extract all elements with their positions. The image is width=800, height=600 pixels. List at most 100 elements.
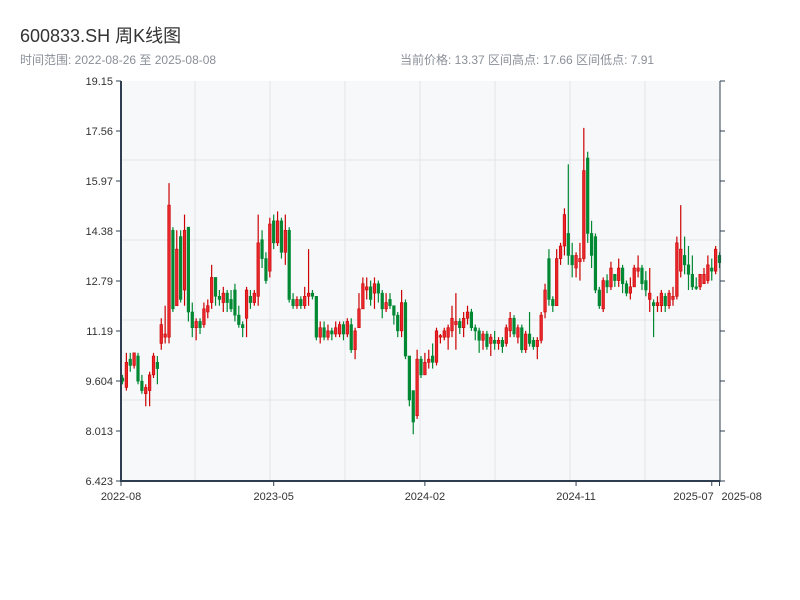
candle-up <box>574 255 578 269</box>
candle-down <box>710 267 714 272</box>
candle-up <box>337 324 342 335</box>
candle-up <box>714 248 718 272</box>
candle-up <box>167 204 171 338</box>
candle-up <box>353 330 357 351</box>
candle-down <box>520 327 524 351</box>
candle-up <box>555 258 559 307</box>
candle-down <box>229 299 233 310</box>
candle-up <box>423 361 427 376</box>
candle-up <box>582 170 586 259</box>
candle-up <box>372 283 377 294</box>
candle-down <box>376 283 380 294</box>
candle-up <box>442 330 446 338</box>
candle-up <box>535 339 539 347</box>
candle-up <box>655 302 660 307</box>
candle-up <box>303 295 307 307</box>
y-tick-label: 8.013 <box>85 426 113 438</box>
candle-down <box>299 299 303 307</box>
candle-down <box>380 292 384 310</box>
axes: 19.15 17.56 15.97 14.38 12.79 11.19 9.604 8.013… <box>85 76 761 503</box>
candle-down <box>287 229 291 300</box>
candle-down <box>419 358 423 376</box>
candle-down <box>349 324 353 351</box>
candle-up <box>671 295 675 300</box>
candle-down <box>233 289 237 316</box>
candle-down <box>531 339 536 347</box>
candle-up <box>504 327 508 344</box>
candle-up <box>256 242 260 297</box>
candle-down <box>620 267 625 285</box>
candle-down <box>190 311 194 329</box>
candle-up <box>481 333 485 341</box>
candle-down <box>388 299 392 307</box>
candle-up <box>659 292 663 307</box>
date-range-text: 时间范围: 2022-08-26 至 2025-08-08 <box>20 53 217 67</box>
candle-up <box>438 335 442 338</box>
candle-up <box>706 264 710 281</box>
y-tick-label: 12.79 <box>85 276 113 288</box>
candle-up <box>175 248 179 307</box>
candle-down <box>493 339 497 344</box>
y-tick-label: 6.423 <box>85 476 113 488</box>
candle-down <box>322 327 326 338</box>
candle-up <box>675 242 679 297</box>
candle-up <box>601 280 605 310</box>
price-stats-text: 当前价格: 13.37 区间高点: 17.66 区间低点: 7.91 <box>400 53 655 67</box>
candle-down <box>547 258 551 300</box>
y-tick-label: 14.38 <box>85 226 113 238</box>
grid-lines <box>121 81 720 481</box>
candle-down <box>186 226 191 313</box>
candle-down <box>651 302 656 307</box>
candle-up <box>334 327 338 335</box>
candle-up <box>543 289 547 313</box>
candle-down <box>225 292 229 303</box>
candle-up <box>206 305 210 313</box>
candle-down <box>217 295 222 300</box>
x-tick-label: 2024-02 <box>405 491 445 503</box>
candle-down <box>644 280 648 291</box>
candle-down <box>291 299 295 307</box>
y-tick-label: 19.15 <box>85 76 113 88</box>
candle-up <box>144 387 148 395</box>
x-tick-label: 2025-08 <box>722 491 762 503</box>
candle-up <box>617 267 621 281</box>
candle-up <box>124 361 128 388</box>
candle-down <box>683 255 687 266</box>
candle-up <box>159 324 163 344</box>
candle-up <box>524 333 528 351</box>
candle-down <box>469 311 473 329</box>
candle-up <box>384 302 388 310</box>
y-tick-label: 11.19 <box>86 326 113 338</box>
candle-down <box>431 355 435 363</box>
candle-up <box>632 267 636 288</box>
candle-down <box>396 314 400 332</box>
candle-up <box>365 286 369 291</box>
candle-down <box>392 305 396 316</box>
candle-up <box>679 248 683 272</box>
candle-down <box>213 277 218 297</box>
candle-up <box>539 314 543 341</box>
candle-up <box>454 321 458 325</box>
candle-down <box>198 321 202 329</box>
candle-down <box>500 339 505 347</box>
candle-down <box>171 229 175 310</box>
candle-down <box>605 280 609 288</box>
candle-up <box>702 273 706 285</box>
candle-down <box>310 292 315 297</box>
y-tick-label: 9.604 <box>85 376 113 388</box>
candle-down <box>593 236 598 291</box>
candle-up <box>628 286 632 294</box>
candle-down <box>694 286 698 289</box>
candle-up <box>252 292 256 303</box>
x-tick-label: 2024-11 <box>556 491 596 503</box>
candle-up <box>132 352 136 366</box>
candle-up <box>283 229 287 253</box>
candle-down <box>279 220 284 253</box>
candle-up <box>194 321 198 329</box>
candle-down <box>403 302 408 357</box>
candle-down <box>597 289 601 307</box>
candle-down <box>155 361 159 369</box>
candle-up <box>182 229 187 291</box>
candle-up <box>609 267 613 288</box>
